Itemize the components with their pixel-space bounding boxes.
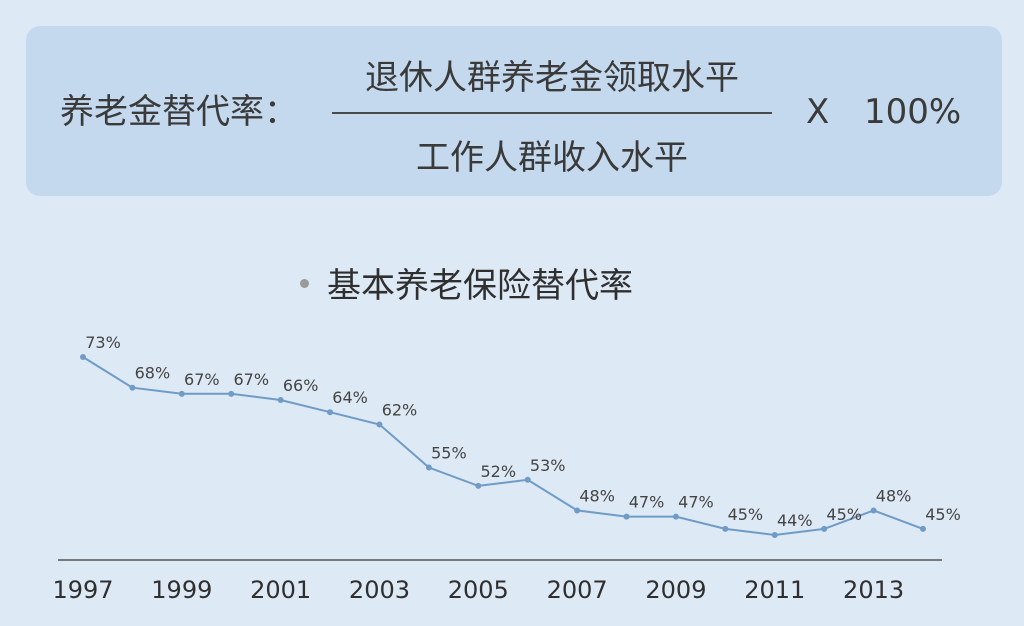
data-label: 62%	[382, 401, 418, 420]
data-label: 66%	[283, 376, 319, 395]
formula-box: 养老金替代率： 退休人群养老金领取水平 工作人群收入水平 X 100%	[26, 26, 1002, 196]
data-label: 48%	[876, 486, 912, 505]
data-label: 53%	[530, 456, 566, 475]
data-point	[475, 482, 482, 489]
data-label: 45%	[826, 505, 862, 524]
data-point	[574, 507, 581, 514]
data-point	[722, 525, 729, 532]
data-point	[178, 390, 185, 397]
x-tick-label: 2007	[547, 576, 608, 604]
data-label: 68%	[135, 364, 171, 383]
data-point	[672, 513, 679, 520]
data-label: 67%	[184, 370, 220, 389]
times-symbol: X	[806, 92, 830, 132]
x-tick-label: 2003	[349, 576, 410, 604]
data-point	[327, 409, 334, 416]
x-tick-label: 1999	[151, 576, 212, 604]
chart-title-row: 基本养老保险替代率	[300, 258, 633, 307]
formula-numerator: 退休人群养老金领取水平	[365, 58, 739, 98]
data-label: 64%	[332, 388, 368, 407]
data-point	[771, 532, 778, 538]
formula-multiplier: 100%	[864, 92, 962, 132]
x-tick-label: 2005	[448, 576, 509, 604]
data-label: 52%	[481, 462, 517, 481]
data-label: 67%	[233, 370, 269, 389]
x-tick-label: 2013	[843, 576, 904, 604]
data-label: 55%	[431, 443, 467, 462]
data-point	[920, 525, 926, 532]
bullet-dot-icon	[300, 279, 309, 288]
data-point	[623, 513, 630, 520]
data-point	[425, 464, 432, 471]
formula-label: 养老金替代率：	[60, 92, 298, 132]
chart-title: 基本养老保险替代率	[327, 266, 633, 306]
data-label: 48%	[579, 486, 615, 505]
data-label: 45%	[728, 505, 764, 524]
data-point	[376, 421, 383, 428]
series-line	[82, 356, 924, 537]
data-point	[80, 354, 86, 360]
fraction-bar	[332, 112, 772, 114]
formula-denominator: 工作人群收入水平	[416, 138, 688, 178]
data-point	[277, 396, 284, 403]
data-label: 47%	[678, 493, 714, 512]
data-label: 47%	[629, 493, 665, 512]
x-tick-label: 2009	[645, 576, 706, 604]
data-point	[821, 525, 828, 532]
data-point	[129, 384, 136, 391]
data-point	[228, 390, 235, 397]
data-label: 45%	[925, 505, 961, 524]
x-tick-label: 1997	[52, 576, 113, 604]
x-tick-label: 2001	[250, 576, 311, 604]
data-point	[870, 507, 877, 514]
x-tick-label: 2011	[744, 576, 805, 604]
data-label: 44%	[777, 511, 813, 530]
data-label: 73%	[85, 333, 121, 352]
data-point	[524, 476, 531, 483]
